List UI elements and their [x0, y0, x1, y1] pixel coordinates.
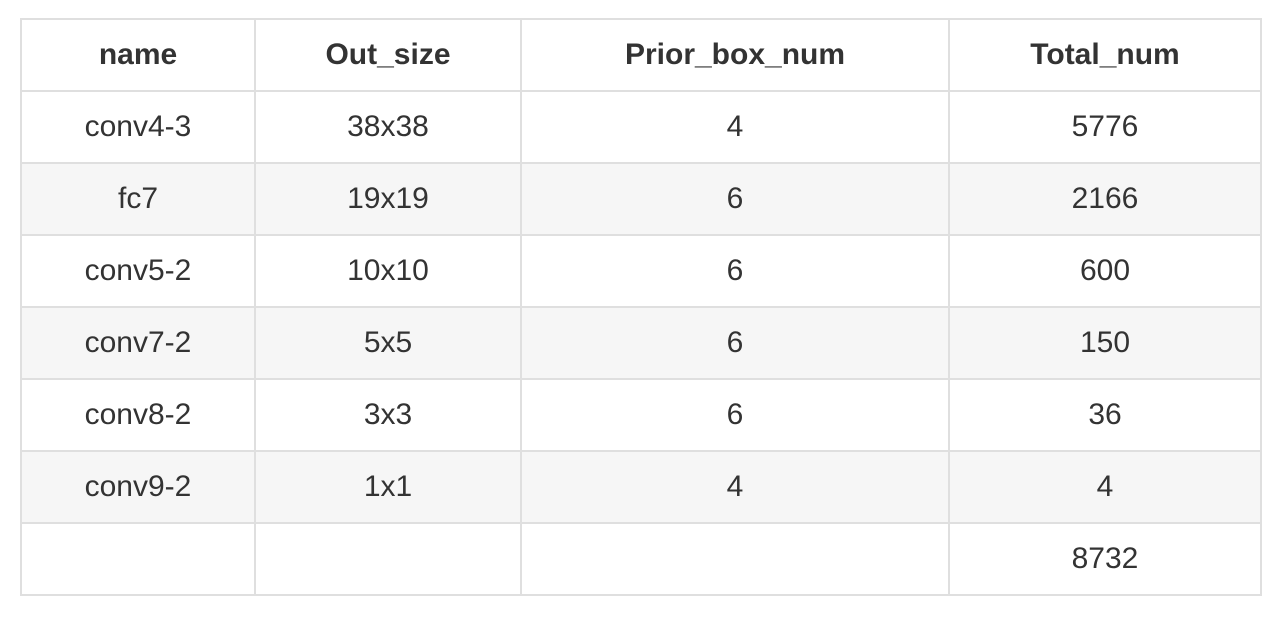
table-cell-name: [20, 522, 256, 596]
table-cell-total-num: 150: [948, 306, 1262, 380]
column-header-total-num: Total_num: [948, 18, 1262, 92]
table-row: conv7-2 5x5 6 150: [20, 306, 1262, 380]
table-cell-out-size: 10x10: [254, 234, 522, 308]
table-cell-name: conv9-2: [20, 450, 256, 524]
table-row-total: 8732: [20, 522, 1262, 596]
table-cell-out-size: 1x1: [254, 450, 522, 524]
table-cell-prior-box-num: 6: [520, 378, 950, 452]
table-cell-name: conv4-3: [20, 90, 256, 164]
table-cell-out-size: 3x3: [254, 378, 522, 452]
table-cell-total-num: 600: [948, 234, 1262, 308]
table-cell-name: conv5-2: [20, 234, 256, 308]
table-row: conv5-2 10x10 6 600: [20, 234, 1262, 308]
table-row: conv9-2 1x1 4 4: [20, 450, 1262, 524]
table-cell-out-size: 38x38: [254, 90, 522, 164]
table-cell-grand-total: 8732: [948, 522, 1262, 596]
table-row: fc7 19x19 6 2166: [20, 162, 1262, 236]
table-cell-name: fc7: [20, 162, 256, 236]
column-header-out-size: Out_size: [254, 18, 522, 92]
table-cell-out-size: [254, 522, 522, 596]
table-row: conv8-2 3x3 6 36: [20, 378, 1262, 452]
table-cell-total-num: 5776: [948, 90, 1262, 164]
table-cell-out-size: 19x19: [254, 162, 522, 236]
table-cell-prior-box-num: 6: [520, 234, 950, 308]
table-cell-total-num: 36: [948, 378, 1262, 452]
table-cell-total-num: 4: [948, 450, 1262, 524]
table-header-row: name Out_size Prior_box_num Total_num: [20, 18, 1262, 92]
table-cell-name: conv8-2: [20, 378, 256, 452]
table-cell-prior-box-num: 4: [520, 450, 950, 524]
table-cell-total-num: 2166: [948, 162, 1262, 236]
table-cell-prior-box-num: [520, 522, 950, 596]
column-header-prior-box-num: Prior_box_num: [520, 18, 950, 92]
table-cell-out-size: 5x5: [254, 306, 522, 380]
table-cell-prior-box-num: 6: [520, 162, 950, 236]
prior-box-table: name Out_size Prior_box_num Total_num co…: [20, 18, 1262, 596]
table-cell-prior-box-num: 6: [520, 306, 950, 380]
table-cell-prior-box-num: 4: [520, 90, 950, 164]
prior-box-table-container: name Out_size Prior_box_num Total_num co…: [20, 18, 1262, 596]
table-row: conv4-3 38x38 4 5776: [20, 90, 1262, 164]
column-header-name: name: [20, 18, 256, 92]
table-cell-name: conv7-2: [20, 306, 256, 380]
